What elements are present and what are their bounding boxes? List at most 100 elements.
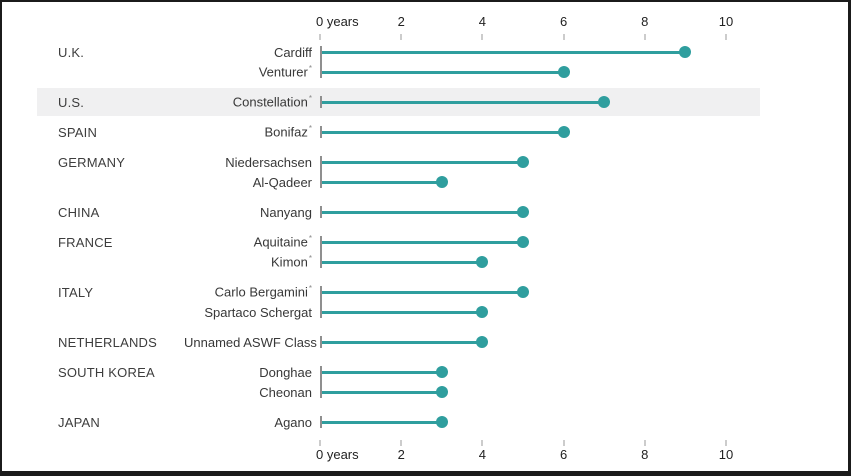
ship-row: Spartaco Schergat [58, 302, 848, 322]
value-line [320, 390, 442, 394]
value-line [320, 50, 686, 54]
plot-area [320, 412, 848, 432]
value-line [320, 370, 442, 374]
country-label: SPAIN [58, 124, 98, 140]
baseline-stem [320, 96, 322, 108]
value-line [320, 210, 523, 214]
plot-area [320, 282, 848, 302]
ship-name: Donghae [184, 365, 312, 380]
ship-row: Cheonan [58, 382, 848, 402]
value-dot [557, 126, 570, 138]
baseline-stem [320, 416, 322, 428]
plot-area [320, 92, 848, 112]
baseline-stem [320, 236, 322, 268]
axis-tick-label: 8 [641, 14, 649, 29]
plot-area [320, 302, 848, 322]
value-dot [517, 206, 529, 218]
ship-row: Kimon* [58, 252, 848, 272]
baseline-stem [320, 156, 322, 188]
country-label: NETHERLANDS [58, 334, 157, 350]
plot-area [320, 202, 848, 222]
value-line [320, 160, 523, 164]
value-dot [598, 96, 611, 108]
axis-tick [643, 34, 646, 40]
ship-row: Venturer* [58, 62, 848, 82]
plot-area [320, 252, 848, 272]
value-line [320, 130, 564, 134]
axis-tick-label: 2 [397, 447, 405, 462]
ship-name: Kimon* [184, 254, 312, 269]
baseline-stem [320, 206, 322, 218]
value-line [320, 100, 605, 104]
axis-tick-label: 0 years [316, 447, 359, 462]
axis-tick [562, 34, 565, 40]
value-dot [679, 46, 692, 58]
ship-name-text: Venturer [258, 64, 308, 80]
value-dot [476, 336, 489, 348]
value-dot [517, 156, 529, 168]
axis-tick-label: 6 [559, 14, 568, 29]
value-dot [435, 176, 448, 188]
axis-tick-label: 2 [397, 14, 405, 29]
footnote-marker: * [308, 124, 312, 134]
ship-name-text: Nanyang [259, 204, 312, 220]
ship-name-text: Carlo Bergamini [214, 284, 308, 300]
ship-row: Al-Qadeer [58, 172, 848, 192]
country-group: ITALY Carlo Bergamini* Spartaco Schergat [58, 282, 848, 322]
axis-tick-label: 6 [559, 447, 568, 462]
country-label: JAPAN [58, 414, 100, 430]
country-group: FRANCE Aquitaine* Kimon* [58, 232, 848, 272]
country-label: GERMANY [58, 154, 126, 170]
plot-area [320, 362, 848, 382]
ship-name-text: Constellation [232, 94, 308, 110]
ship-name: Cardiff [184, 45, 312, 60]
footnote-marker: * [308, 64, 312, 74]
ship-name: Cheonan [184, 385, 312, 400]
value-dot [517, 236, 529, 248]
ship-name: Niedersachsen [184, 155, 312, 170]
ship-name: Aquitaine* [184, 234, 312, 249]
ship-name: Bonifaz* [184, 124, 313, 139]
country-group: JAPAN Agano [58, 412, 848, 432]
ship-row: CHINA Nanyang [58, 202, 848, 222]
bottom-axis: 0 years 2 4 6 8 10 [316, 436, 848, 462]
chart-body: U.K. Cardiff Venturer* U.S. Constellation* SP… [2, 42, 848, 432]
ship-name: Al-Qadeer [184, 175, 312, 190]
country-group: U.S. Constellation* [37, 88, 848, 116]
footnote-marker: * [308, 234, 312, 244]
top-axis: 0 years 2 4 6 8 10 [316, 2, 848, 42]
ship-name-text: Agano [274, 414, 312, 430]
baseline-stem [320, 336, 322, 348]
axis-tick [481, 440, 484, 446]
ship-row: JAPAN Agano [58, 412, 848, 432]
axis-tick-label: 4 [478, 447, 487, 462]
ship-name-text: Cheonan [259, 384, 312, 400]
country-group: GERMANY Niedersachsen Al-Qadeer [58, 152, 848, 192]
value-dot [435, 366, 448, 378]
ship-name-text: Kimon [271, 254, 308, 270]
footnote-marker: * [308, 94, 312, 104]
footnote-marker: * [308, 284, 312, 294]
country-label: SOUTH KOREA [58, 364, 155, 380]
value-dot [435, 386, 448, 398]
country-label: CHINA [58, 204, 100, 220]
plot-area [320, 332, 848, 352]
value-dot [476, 256, 489, 268]
value-line [320, 240, 523, 244]
ship-name-text: Al-Qadeer [252, 174, 312, 190]
axis-tick-label: 10 [718, 14, 734, 29]
country-label: U.S. [58, 94, 85, 110]
axis-tick [400, 34, 403, 40]
ship-name: Carlo Bergamini* [184, 284, 312, 299]
axis-tick [725, 440, 727, 446]
value-dot [435, 416, 448, 428]
ship-name: Venturer* [184, 64, 312, 79]
country-group: SOUTH KOREA Donghae Cheonan [58, 362, 848, 402]
value-line [320, 70, 564, 74]
baseline-stem [320, 126, 322, 138]
ship-row: U.S. Constellation* [58, 92, 848, 112]
axis-tick [562, 440, 565, 446]
ship-name-text: Spartaco Schergat [204, 304, 312, 320]
axis-tick [400, 440, 403, 446]
country-group: NETHERLANDS Unnamed ASWF Class [58, 332, 848, 352]
